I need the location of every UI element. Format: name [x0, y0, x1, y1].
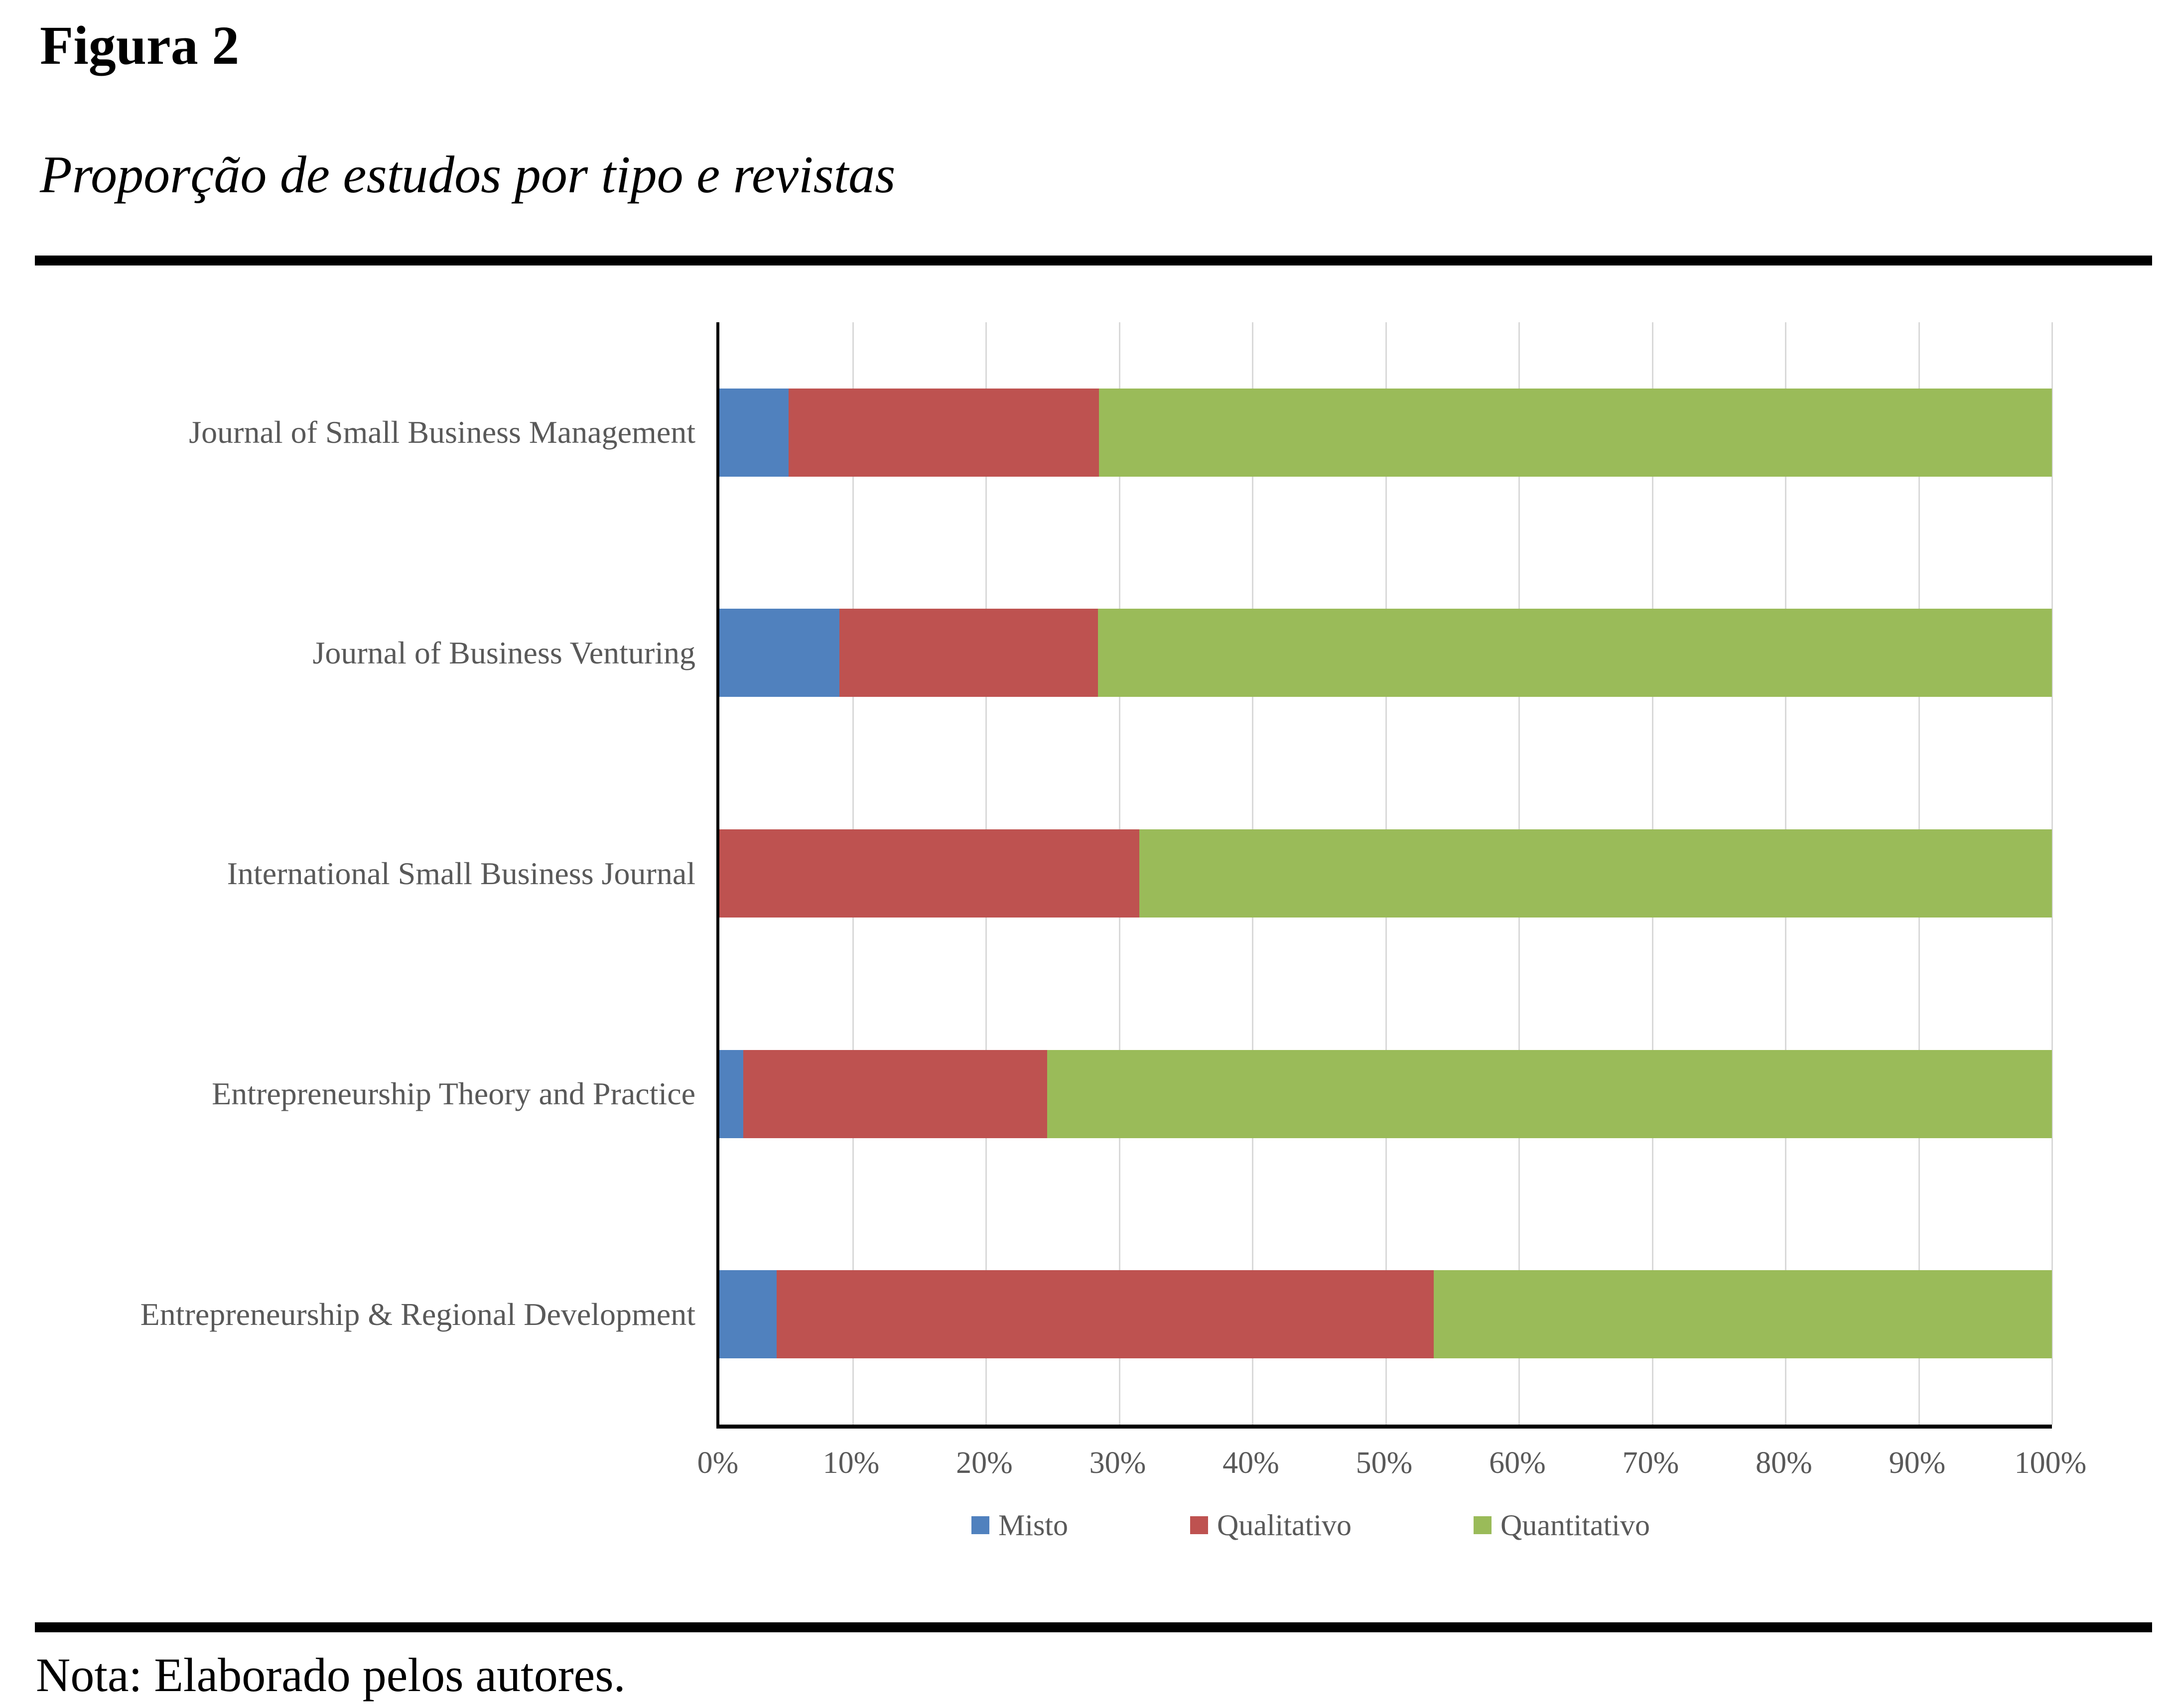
x-tick-label: 80%	[1756, 1446, 1812, 1480]
x-tick-label: 20%	[956, 1446, 1013, 1480]
legend-item-quantitativo: Quantitativo	[1474, 1508, 1650, 1543]
legend-label: Quantitativo	[1500, 1508, 1650, 1542]
bar-segment-qualitativo	[743, 1050, 1048, 1138]
x-tick-label: 40%	[1223, 1446, 1279, 1480]
bar-segment-misto	[719, 1050, 744, 1138]
category-label: Journal of Business Venturing	[312, 635, 695, 670]
bar-segment-qualitativo	[839, 609, 1098, 697]
x-tick-label: 60%	[1489, 1446, 1546, 1480]
legend-swatch-icon	[971, 1516, 989, 1534]
legend-swatch-icon	[1190, 1516, 1209, 1534]
figure-title: Proporção de estudos por tipo e revistas	[40, 145, 896, 204]
category-label: Journal of Small Business Management	[189, 414, 695, 450]
x-tick-label: 0%	[697, 1446, 739, 1480]
gridline-100%	[2051, 322, 2053, 1425]
category-label: International Small Business Journal	[227, 855, 695, 891]
bar-row	[719, 829, 2052, 918]
legend-swatch-icon	[1474, 1516, 1492, 1534]
category-label: Entrepreneurship Theory and Practice	[212, 1076, 695, 1112]
bar-row	[719, 388, 2052, 477]
plot-area	[716, 322, 2053, 1429]
bottom-rule	[35, 1622, 2152, 1632]
legend-item-qualitativo: Qualitativo	[1190, 1508, 1352, 1543]
bar-segment-quantitativo	[1139, 829, 2052, 918]
x-tick-label: 30%	[1089, 1446, 1146, 1480]
bar-segment-misto	[719, 388, 789, 477]
bar-segment-quantitativo	[1097, 609, 2052, 697]
legend-item-misto: Misto	[971, 1508, 1068, 1543]
bar-row	[719, 1050, 2052, 1138]
x-axis-ticks: 0% 10% 20% 30% 40% 50% 60% 70% 80% 90% 100%	[697, 1445, 2087, 1490]
x-tick-label: 70%	[1622, 1446, 1679, 1480]
bar-segment-quantitativo	[1047, 1050, 2052, 1138]
x-tick-label: 10%	[822, 1446, 880, 1480]
bar-row	[719, 609, 2052, 697]
figure-label: Figura 2	[40, 15, 240, 76]
bar-segment-qualitativo	[719, 829, 1139, 918]
bar-segment-quantitativo	[1433, 1270, 2052, 1359]
legend: Misto Qualitativo Quantitativo	[971, 1505, 1650, 1545]
bar-segment-misto	[719, 609, 839, 697]
bar-row	[719, 1270, 2052, 1359]
x-tick-label: 50%	[1356, 1446, 1413, 1480]
bar-segment-qualitativo	[789, 388, 1099, 477]
legend-label: Misto	[998, 1508, 1069, 1542]
bar-segment-quantitativo	[1099, 388, 2052, 477]
bar-segment-misto	[719, 1270, 777, 1359]
category-label: Entrepreneurship & Regional Development	[140, 1296, 695, 1332]
category-axis: Journal of Small Business Management Jour…	[0, 322, 698, 1425]
x-tick-label: 100%	[2014, 1446, 2087, 1480]
legend-label: Qualitativo	[1217, 1508, 1352, 1542]
top-rule	[35, 256, 2152, 265]
bar-segment-qualitativo	[777, 1270, 1434, 1359]
figure-note: Nota: Elaborado pelos autores.	[36, 1648, 626, 1702]
x-tick-label: 90%	[1889, 1446, 1946, 1480]
